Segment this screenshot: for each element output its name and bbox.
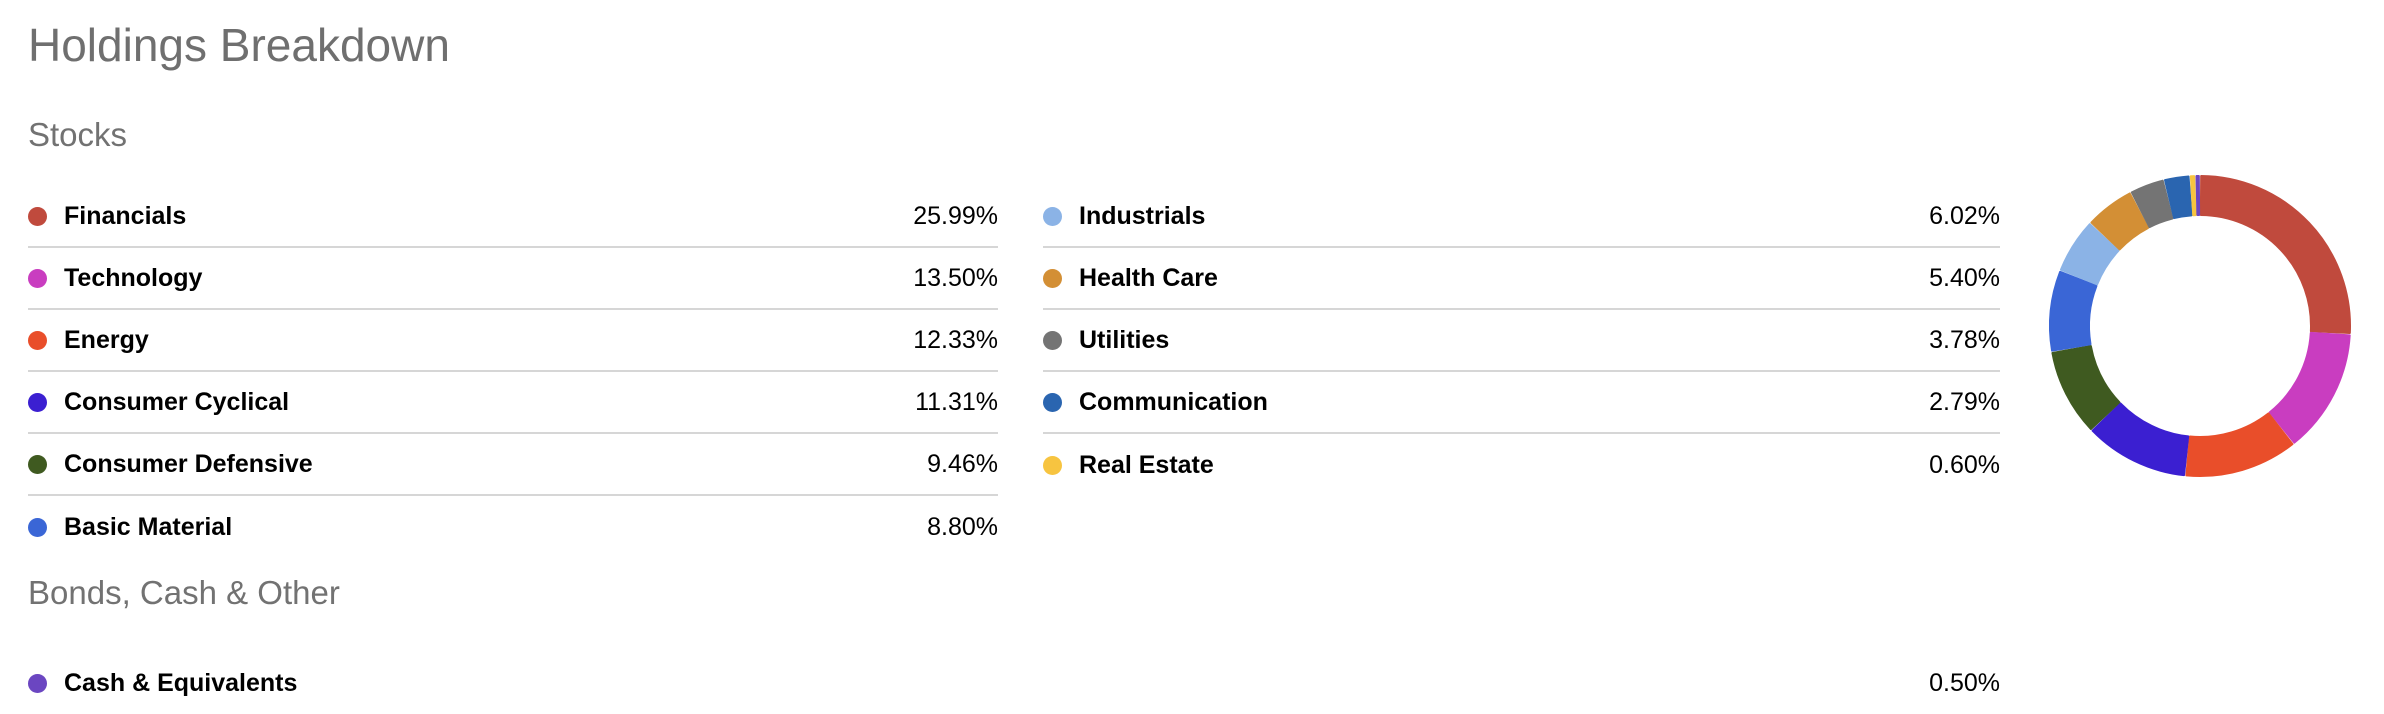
donut-slice-energy — [2185, 412, 2294, 477]
donut-slice-health-care — [2090, 192, 2150, 251]
legend-label: Industrials — [1079, 201, 1206, 230]
legend-label: Technology — [64, 263, 203, 292]
stocks-section-title: Stocks — [28, 116, 128, 153]
legend-row-energy: Energy 12.33% — [28, 310, 998, 372]
stocks-list-right: Industrials 6.02% Health Care 5.40% Util… — [1043, 186, 2000, 496]
legend-label: Financials — [64, 201, 187, 230]
legend-value: 25.99% — [913, 201, 998, 230]
legend-dot-icon — [1043, 455, 1062, 475]
legend-value: 12.33% — [913, 325, 998, 354]
legend-dot-icon — [28, 517, 47, 537]
legend-row-communication: Communication 2.79% — [1043, 372, 2000, 434]
legend-label: Health Care — [1079, 263, 1218, 292]
legend-dot-icon — [28, 330, 47, 350]
legend-dot-icon — [1043, 268, 1062, 288]
donut-slice-cash-equivalents — [2195, 175, 2201, 217]
legend-row-technology: Technology 13.50% — [28, 248, 998, 310]
legend-dot-icon — [1043, 206, 1062, 226]
legend-label: Cash & Equivalents — [64, 668, 298, 697]
legend-row-consumer-defensive: Consumer Defensive 9.46% — [28, 434, 998, 496]
legend-row-industrials: Industrials 6.02% — [1043, 186, 2000, 248]
bonds-section-title: Bonds, Cash & Other — [28, 574, 340, 611]
legend-value: 6.02% — [1929, 201, 2000, 230]
legend-value: 3.78% — [1929, 325, 2000, 354]
legend-label: Consumer Cyclical — [64, 387, 290, 416]
legend-value: 13.50% — [913, 263, 998, 292]
bonds-list: Cash & Equivalents 0.50% — [28, 652, 2000, 714]
legend-label: Real Estate — [1079, 450, 1214, 479]
donut-slice-basic-material — [2049, 270, 2098, 352]
donut-slice-real-estate — [2189, 175, 2197, 217]
legend-value: 2.79% — [1929, 387, 2000, 416]
legend-dot-icon — [28, 454, 47, 474]
legend-dot-icon — [28, 673, 47, 693]
legend-value: 9.46% — [927, 449, 998, 478]
page-title: Holdings Breakdown — [28, 19, 450, 71]
legend-dot-icon — [1043, 330, 1062, 350]
donut-slice-consumer-defensive — [2051, 344, 2121, 431]
legend-row-financials: Financials 25.99% — [28, 186, 998, 248]
legend-dot-icon — [28, 392, 47, 412]
legend-row-real-estate: Real Estate 0.60% — [1043, 434, 2000, 496]
legend-label: Consumer Defensive — [64, 449, 313, 478]
legend-dot-icon — [1043, 392, 1062, 412]
legend-row-basic-material: Basic Material 8.80% — [28, 496, 998, 558]
donut-slice-communication — [2164, 175, 2193, 220]
legend-label: Basic Material — [64, 512, 233, 541]
donut-slice-consumer-cyclical — [2091, 402, 2190, 477]
donut-slice-utilities — [2130, 179, 2174, 229]
legend-value: 11.31% — [915, 387, 998, 416]
holdings-donut-chart — [2049, 175, 2351, 477]
legend-row-cash-equivalents: Cash & Equivalents 0.50% — [28, 652, 2000, 714]
legend-dot-icon — [28, 268, 47, 288]
legend-value: 8.80% — [927, 512, 998, 541]
donut-slice-industrials — [2059, 223, 2120, 286]
stocks-list-left: Financials 25.99% Technology 13.50% Ener… — [28, 186, 998, 558]
legend-row-utilities: Utilities 3.78% — [1043, 310, 2000, 372]
legend-value: 0.60% — [1929, 450, 2000, 479]
legend-dot-icon — [28, 206, 47, 226]
legend-label: Energy — [64, 325, 149, 354]
donut-slice-financials — [2199, 175, 2351, 334]
legend-value: 5.40% — [1929, 263, 2000, 292]
donut-slice-technology — [2268, 331, 2351, 444]
legend-value: 0.50% — [1929, 668, 2000, 697]
legend-label: Communication — [1079, 387, 1268, 416]
legend-row-health-care: Health Care 5.40% — [1043, 248, 2000, 310]
legend-label: Utilities — [1079, 325, 1170, 354]
legend-row-consumer-cyclical: Consumer Cyclical 11.31% — [28, 372, 998, 434]
